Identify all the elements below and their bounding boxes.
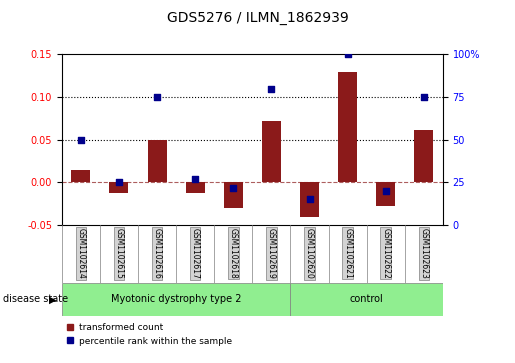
Text: GSM1102623: GSM1102623 bbox=[419, 228, 428, 279]
Bar bbox=[376, 182, 396, 206]
Bar bbox=[224, 182, 243, 208]
Bar bbox=[262, 121, 281, 182]
Text: GSM1102621: GSM1102621 bbox=[343, 228, 352, 279]
Text: GSM1102622: GSM1102622 bbox=[381, 228, 390, 279]
Bar bbox=[147, 140, 166, 182]
Text: GDS5276 / ILMN_1862939: GDS5276 / ILMN_1862939 bbox=[167, 11, 348, 25]
Point bbox=[115, 180, 123, 185]
Text: disease state: disease state bbox=[3, 294, 67, 305]
FancyBboxPatch shape bbox=[62, 283, 290, 316]
Bar bbox=[338, 72, 357, 182]
Text: GSM1102615: GSM1102615 bbox=[114, 228, 124, 279]
FancyBboxPatch shape bbox=[290, 283, 443, 316]
Point bbox=[153, 94, 161, 100]
Point bbox=[344, 52, 352, 57]
Text: GSM1102616: GSM1102616 bbox=[152, 228, 162, 279]
Text: GSM1102619: GSM1102619 bbox=[267, 228, 276, 279]
Bar bbox=[71, 170, 90, 182]
Text: ▶: ▶ bbox=[49, 294, 57, 305]
Bar bbox=[414, 130, 433, 182]
Bar bbox=[300, 182, 319, 216]
Point bbox=[420, 94, 428, 100]
Bar bbox=[185, 182, 204, 193]
Text: GSM1102618: GSM1102618 bbox=[229, 228, 238, 279]
Point bbox=[229, 185, 237, 191]
Point bbox=[305, 197, 314, 203]
Point bbox=[77, 137, 85, 143]
Text: GSM1102617: GSM1102617 bbox=[191, 228, 200, 279]
Legend: transformed count, percentile rank within the sample: transformed count, percentile rank withi… bbox=[62, 319, 236, 350]
Text: Myotonic dystrophy type 2: Myotonic dystrophy type 2 bbox=[111, 294, 242, 305]
Text: GSM1102620: GSM1102620 bbox=[305, 228, 314, 279]
Text: GSM1102614: GSM1102614 bbox=[76, 228, 85, 279]
Point bbox=[382, 188, 390, 194]
Point bbox=[267, 86, 276, 91]
Text: control: control bbox=[350, 294, 384, 305]
Bar bbox=[109, 182, 128, 193]
Point bbox=[191, 176, 199, 182]
